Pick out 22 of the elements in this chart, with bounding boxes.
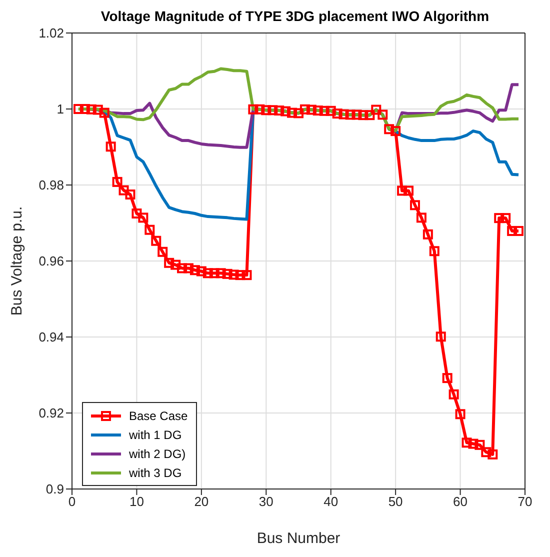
y-tick-label: 0.92 (38, 406, 64, 421)
legend-label: with 3 DG (129, 466, 182, 480)
x-tick-label: 40 (324, 494, 338, 510)
x-tick-label: 10 (129, 494, 144, 510)
x-tick-label: 30 (258, 494, 274, 510)
x-tick-label: 60 (453, 494, 468, 510)
x-tick-label: 20 (194, 494, 209, 510)
chart-title: Voltage Magnitude of TYPE 3DG placement IWO Algorithm (100, 8, 490, 24)
y-tick-label: 1.02 (38, 26, 64, 41)
legend-label: with 2 DG) (129, 446, 186, 460)
legend-label: Base Case (129, 408, 188, 422)
legend-label: with 1 DG (129, 428, 182, 442)
x-axis-title: Bus Number (256, 530, 340, 547)
x-tick-label: 0 (68, 494, 76, 510)
y-tick-label: 1 (56, 102, 64, 117)
x-tick-label: 50 (388, 494, 403, 510)
x-tick-label: 70 (518, 494, 532, 510)
y-axis-title: Bus Voltage p.u. (8, 206, 26, 316)
y-tick-label: 0.9 (46, 482, 64, 497)
y-tick-label: 0.98 (38, 178, 64, 193)
y-tick-label: 0.96 (38, 254, 64, 269)
y-tick-label: 0.94 (38, 330, 64, 345)
